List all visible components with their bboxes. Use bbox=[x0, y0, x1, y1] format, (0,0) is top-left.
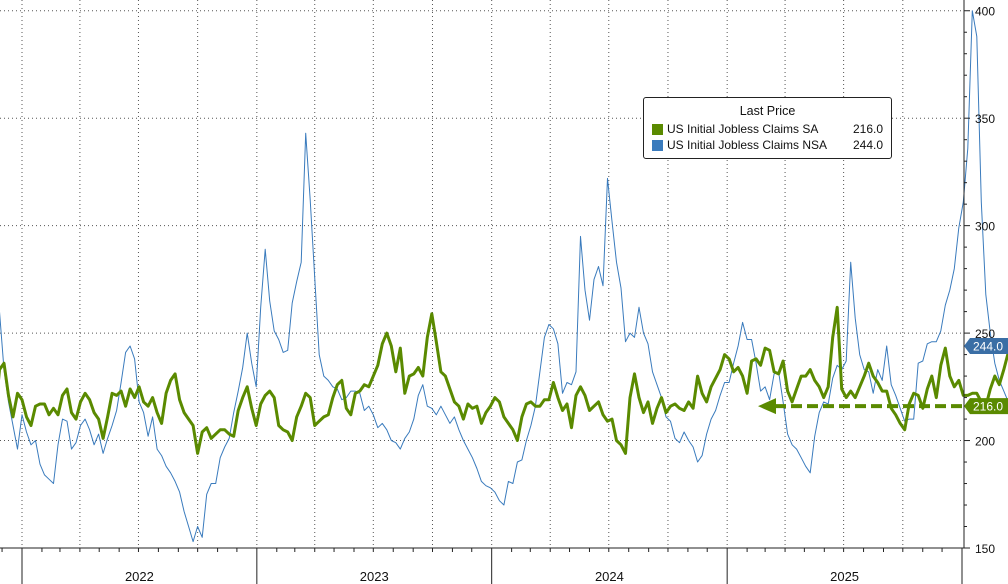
badge-sa-bg bbox=[964, 398, 1008, 415]
legend: Last Price US Initial Jobless Claims SA … bbox=[643, 97, 892, 159]
x-year-label-2024: 2024 bbox=[595, 569, 624, 584]
sa-series-line bbox=[0, 305, 1008, 455]
y-tick-label-250: 250 bbox=[975, 327, 995, 341]
grid-lines bbox=[0, 0, 964, 549]
legend-label-nsa: US Initial Jobless Claims NSA bbox=[667, 138, 828, 152]
nsa-series-line bbox=[0, 10, 1008, 543]
legend-swatch-sa bbox=[652, 123, 663, 135]
x-year-label-2025: 2025 bbox=[830, 569, 859, 584]
x-year-label-2022: 2022 bbox=[125, 569, 154, 584]
legend-title: Last Price bbox=[739, 104, 796, 118]
last-value-marker bbox=[758, 398, 1008, 415]
y-axis: 150 200 250 300 350 400 bbox=[963, 0, 995, 556]
badge-nsa-text: 244.0 bbox=[973, 339, 1003, 353]
y-tick-label-200: 200 bbox=[975, 435, 995, 449]
legend-value-nsa: 244.0 bbox=[852, 138, 883, 152]
badge-nsa-bg bbox=[964, 337, 1008, 354]
legend-item-sa: US Initial Jobless Claims SA 216.0 bbox=[652, 121, 883, 137]
legend-item-nsa: US Initial Jobless Claims NSA 244.0 bbox=[652, 137, 883, 153]
last-value-arrowhead bbox=[758, 398, 776, 415]
sa-series-group bbox=[0, 305, 1008, 455]
nsa-series-group bbox=[0, 10, 1008, 543]
y-tick-label-400: 400 bbox=[975, 5, 995, 19]
y-tick-label-350: 350 bbox=[975, 112, 995, 126]
x-year-label-2023: 2023 bbox=[360, 569, 389, 584]
legend-label-sa: US Initial Jobless Claims SA bbox=[667, 122, 819, 136]
x-axis: 2022 2023 2024 2025 bbox=[0, 547, 964, 584]
badge-sa-text: 216.0 bbox=[973, 400, 1003, 414]
y-tick-label-150: 150 bbox=[975, 542, 995, 556]
legend-value-sa: 216.0 bbox=[852, 122, 883, 136]
y-tick-label-300: 300 bbox=[975, 220, 995, 234]
last-value-badges: 244.0 216.0 bbox=[964, 337, 1008, 415]
legend-swatch-nsa bbox=[652, 139, 663, 151]
